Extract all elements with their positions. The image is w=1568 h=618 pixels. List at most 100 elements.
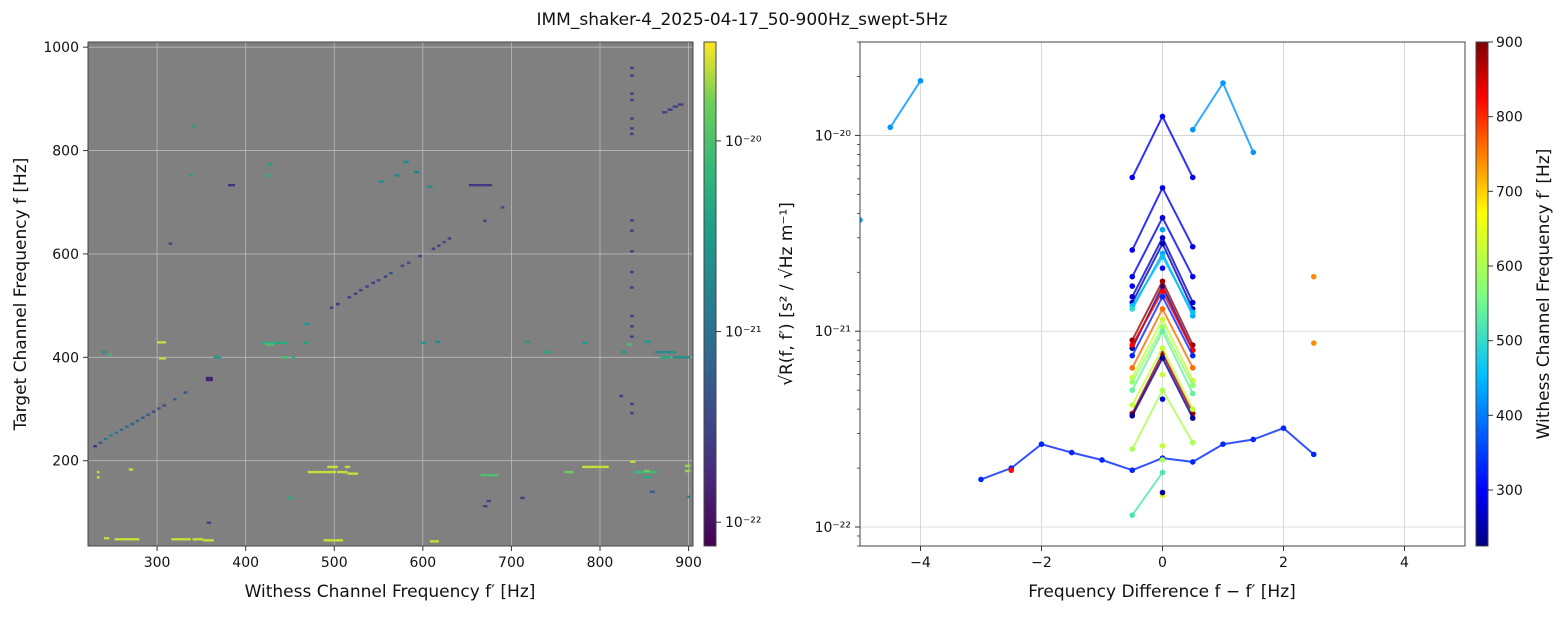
heatmap-cell — [644, 469, 650, 473]
heatmap-cell — [327, 465, 338, 469]
line-x-ticks: −4 −2 0 2 4 — [910, 546, 1409, 571]
heatmap-cell — [98, 441, 103, 444]
heatmap-cell — [265, 174, 271, 177]
heatmap-cell — [109, 434, 113, 437]
heatmap-x-tick-label: 900 — [675, 555, 702, 571]
line-y-ticks: 10⁻²² 10⁻²¹ 10⁻²⁰ — [815, 41, 860, 547]
heatmap-x-tick-label: 600 — [409, 555, 436, 571]
line-series-point — [917, 78, 924, 84]
line-series-point — [1189, 126, 1196, 133]
line-series-point — [1189, 390, 1196, 397]
heatmap-cell — [685, 464, 691, 468]
heatmap-cell — [376, 279, 381, 282]
line-series-point — [1189, 352, 1196, 359]
heatmap-x-label: Withess Channel Frequency f′ [Hz] — [245, 582, 536, 602]
line-series-point — [1189, 382, 1196, 389]
heatmap-cells — [93, 66, 691, 543]
line-series-point — [1189, 459, 1196, 465]
heatmap-cell — [442, 240, 446, 244]
line-series-point — [1250, 436, 1257, 443]
line-series-point — [1159, 469, 1166, 476]
scatter-point — [1159, 396, 1166, 402]
line-colorbar: 300 400 500 600 700 800 900 Withess Channel Fr… — [1475, 35, 1554, 547]
line-series-point — [1159, 316, 1166, 323]
heatmap-cell — [582, 465, 609, 469]
line-colorbar-tick-label: 800 — [1496, 110, 1523, 126]
heatmap-cell — [125, 425, 129, 428]
line-colorbar-tick-label: 900 — [1496, 35, 1523, 51]
heatmap-cell — [102, 350, 106, 354]
heatmap-cell — [119, 428, 124, 431]
line-series-point — [1159, 278, 1166, 285]
heatmap-cell — [183, 391, 188, 394]
heatmap-cell — [266, 163, 273, 166]
line-series-point — [1129, 446, 1136, 452]
heatmap-cell — [213, 356, 221, 359]
heatmap-cell — [685, 469, 691, 473]
heatmap-cell — [108, 353, 112, 356]
heatmap-cell — [103, 437, 108, 441]
line-series — [1131, 471, 1164, 516]
heatmap-cell — [630, 411, 634, 415]
heatmap-cell — [281, 356, 289, 359]
heatmap-cell — [146, 413, 151, 416]
heatmap-x-tick-label: 300 — [144, 555, 171, 571]
heatmap-colorbar-ticks: 10⁻²² 10⁻²¹ 10⁻²⁰ — [716, 134, 762, 531]
line-series-point — [1189, 415, 1196, 421]
heatmap-cell — [630, 270, 634, 274]
line-series-point — [1129, 365, 1136, 371]
heatmap-colorbar-tick-label: 10⁻²² — [725, 515, 761, 531]
heatmap-cell — [162, 404, 166, 407]
heatmap-cell — [378, 180, 384, 183]
heatmap-colorbar-tick-label: 10⁻²¹ — [725, 325, 761, 341]
line-series-point — [1129, 379, 1136, 385]
heatmap-cell — [630, 325, 634, 328]
heatmap-cell — [686, 495, 691, 499]
heatmap-cell — [429, 540, 439, 543]
heatmap-cell — [630, 219, 634, 222]
heatmap-cell — [630, 314, 634, 318]
heatmap-cell — [630, 335, 634, 338]
heatmap-cell — [667, 108, 673, 111]
heatmap-cell — [114, 538, 122, 541]
heatmap-colorbar-label: √R(f, f′) [s² / √Hz m⁻¹] — [777, 202, 797, 386]
scatter-point — [860, 217, 863, 223]
heatmap-cell — [677, 103, 684, 106]
heatmap-colorbar-gradient — [703, 41, 717, 547]
scatter-point — [1129, 283, 1136, 289]
heatmap-cell — [173, 397, 177, 401]
scatter-point — [1129, 306, 1136, 312]
line-series-point — [1189, 309, 1196, 316]
line-series-point — [1189, 439, 1196, 446]
line-series-point — [1250, 149, 1257, 156]
scatter-point — [1310, 273, 1317, 280]
heatmap-y-label: Target Channel Frequency f [Hz] — [11, 158, 31, 432]
heatmap-cell — [642, 476, 652, 479]
line-colorbar-ticks: 300 400 500 600 700 800 900 — [1488, 35, 1523, 499]
scatter-point — [1159, 442, 1166, 449]
heatmap-cell — [103, 537, 110, 540]
line-x-tick-label: −2 — [1031, 555, 1052, 571]
heatmap-cell — [619, 394, 624, 398]
line-series-point — [1159, 235, 1166, 241]
line-series-point — [1129, 273, 1136, 280]
heatmap-cell — [630, 250, 634, 253]
line-series-point — [1159, 328, 1166, 335]
line-series-point — [978, 476, 984, 483]
heatmap-cell — [135, 419, 140, 423]
line-series-point — [1189, 365, 1196, 371]
heatmap-cell — [672, 105, 678, 108]
line-panel: −4 −2 0 2 4 10⁻²² 10⁻²¹ 10⁻²⁰ Frequency Differ… — [815, 41, 1466, 602]
line-series-point — [1220, 441, 1226, 447]
heatmap-cell — [630, 229, 634, 232]
heatmap-cell — [371, 281, 375, 285]
heatmap-cell — [304, 322, 310, 325]
heatmap-y-tick-label: 200 — [52, 454, 79, 470]
heatmap-cell — [303, 341, 309, 345]
line-series-point — [1280, 425, 1287, 431]
line-series-point — [887, 124, 894, 131]
heatmap-cell — [119, 538, 140, 541]
heatmap-cell — [630, 117, 634, 120]
heatmap-cell — [630, 402, 634, 406]
heatmap-cell — [520, 496, 525, 500]
